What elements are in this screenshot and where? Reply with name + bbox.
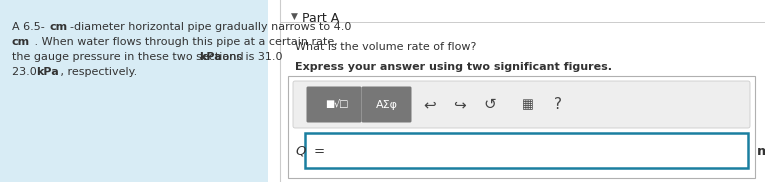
Text: Part A: Part A [302,12,339,25]
Text: 23.0: 23.0 [12,67,41,77]
FancyBboxPatch shape [293,81,750,128]
Text: ▦: ▦ [522,98,534,111]
Text: the gauge pressure in these two sections is 31.0: the gauge pressure in these two sections… [12,52,286,62]
Text: Express your answer using two significant figures.: Express your answer using two significan… [295,62,612,72]
Text: ↺: ↺ [483,97,496,112]
Text: √□: √□ [334,100,349,110]
Text: , respectively.: , respectively. [57,67,137,77]
Bar [0,0,268,182]
Text: kPa: kPa [199,52,222,62]
Text: cm: cm [50,22,68,32]
Text: ■: ■ [325,100,334,110]
FancyBboxPatch shape [307,86,362,122]
Text: -diameter horizontal pipe gradually narrows to 4.0: -diameter horizontal pipe gradually narr… [70,22,351,32]
Text: ▼: ▼ [291,12,298,21]
FancyBboxPatch shape [362,86,412,122]
Text: ↩: ↩ [424,97,436,112]
Text: $Q$  =: $Q$ = [295,144,326,158]
Text: and: and [219,52,243,62]
Text: . When water flows through this pipe at a certain rate,: . When water flows through this pipe at … [31,37,338,47]
Text: kPa: kPa [36,67,59,77]
Text: ?: ? [554,97,562,112]
Text: What is the volume rate of flow?: What is the volume rate of flow? [295,42,477,52]
Bar [288,76,755,178]
Bar [305,133,748,168]
Text: ↪: ↪ [454,97,467,112]
Text: m$^3$/s: m$^3$/s [756,142,765,160]
Text: A 6.5-: A 6.5- [12,22,44,32]
Text: AΣφ: AΣφ [376,100,398,110]
Text: cm: cm [12,37,30,47]
